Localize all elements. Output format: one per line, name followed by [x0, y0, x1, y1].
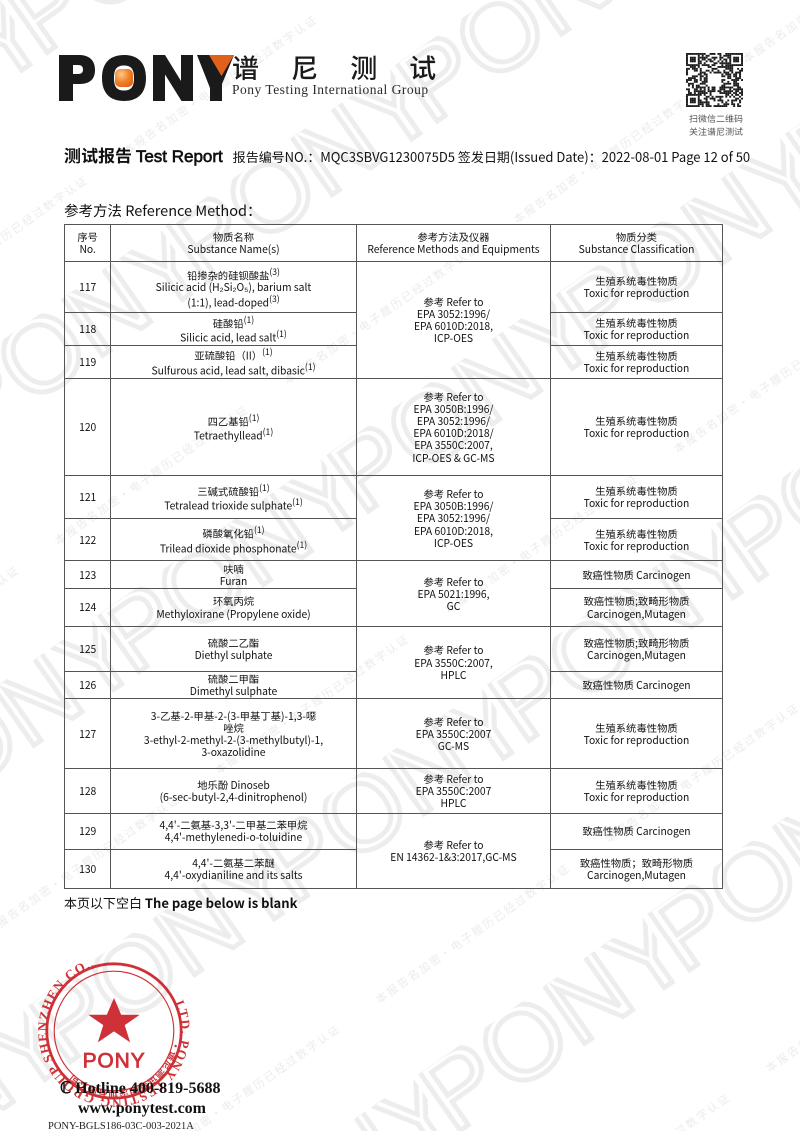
- svg-text:PONY: PONY: [83, 1050, 146, 1073]
